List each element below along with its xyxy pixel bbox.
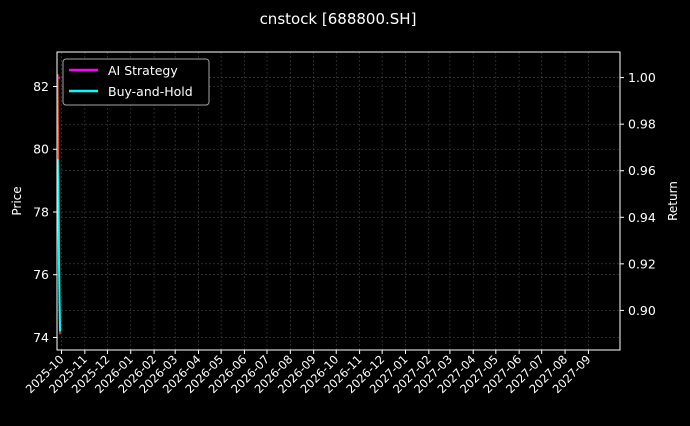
plot-frame xyxy=(56,51,621,351)
legend: AI Strategy Buy-and-Hold xyxy=(62,58,210,106)
y-tick-label: 76 xyxy=(33,267,49,282)
y-tick-label: 82 xyxy=(33,79,49,94)
y-tick-label: 80 xyxy=(33,142,49,157)
legend-label-buy-and-hold: Buy-and-Hold xyxy=(108,84,193,99)
y2-tick-label: 0.96 xyxy=(628,163,656,178)
y2-tick-label: 1.00 xyxy=(628,70,656,85)
y2-tick-label: 0.92 xyxy=(628,256,656,271)
y-axis-label: Price xyxy=(10,186,24,215)
y2-tick-label: 0.98 xyxy=(628,117,656,132)
legend-label-ai-strategy: AI Strategy xyxy=(108,63,178,78)
chart-title: cnstock [688800.SH] xyxy=(260,10,417,28)
series-line-buy-and-hold xyxy=(56,159,62,332)
y-tick-label: 78 xyxy=(33,204,49,219)
y2-tick-label: 0.90 xyxy=(628,303,656,318)
y2-axis-label: Return xyxy=(666,181,680,221)
y2-tick-label: 0.94 xyxy=(628,210,656,225)
y-tick-label: 74 xyxy=(33,330,49,345)
